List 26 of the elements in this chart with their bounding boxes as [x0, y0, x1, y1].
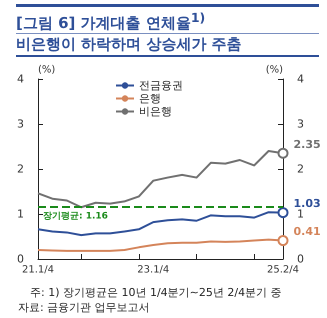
data-label: 0.41	[294, 225, 321, 238]
y-tick-label: 2	[17, 162, 24, 176]
y2-tick-label: 4	[297, 72, 304, 86]
data-label: 1.03	[294, 197, 321, 210]
y2-axis-title: (%)	[266, 64, 284, 76]
y2-tick-label: 2	[297, 162, 304, 176]
ref-line-label: 장기평균: 1.16	[43, 211, 108, 222]
legend-label: 비은행	[139, 105, 172, 118]
y2-tick-label: 0	[297, 252, 304, 266]
x-tick-label: 21.1/4	[22, 264, 54, 276]
legend-label: 전금융권	[139, 79, 183, 92]
y-tick-label: 1	[17, 208, 24, 220]
y-tick-label: 4	[17, 72, 24, 86]
chart-subtitle: 비은행이 하락하며 상승세가 주춤	[16, 34, 243, 54]
x-tick-label: 25.2/4	[267, 264, 299, 276]
x-tick-label: 23.1/4	[137, 264, 170, 276]
y2-tick-label: 3	[297, 118, 304, 130]
chart-title: [그림 6] 가계대출 연체율$^{1)}$	[16, 8, 319, 34]
y2-tick-label: 1	[297, 208, 304, 220]
text: 주: 1) 장기평균은 10년 1/4분기~25년 2/4분기 중	[29, 285, 283, 300]
y-axis-title: (%)	[38, 64, 56, 76]
data-label: 2.35	[294, 138, 321, 151]
legend-label: 은행	[139, 92, 161, 105]
text: 자료: 금융기관 업무보고서	[18, 300, 151, 315]
y-tick-label: 3	[17, 118, 24, 130]
y-tick-label: 0	[17, 252, 24, 266]
